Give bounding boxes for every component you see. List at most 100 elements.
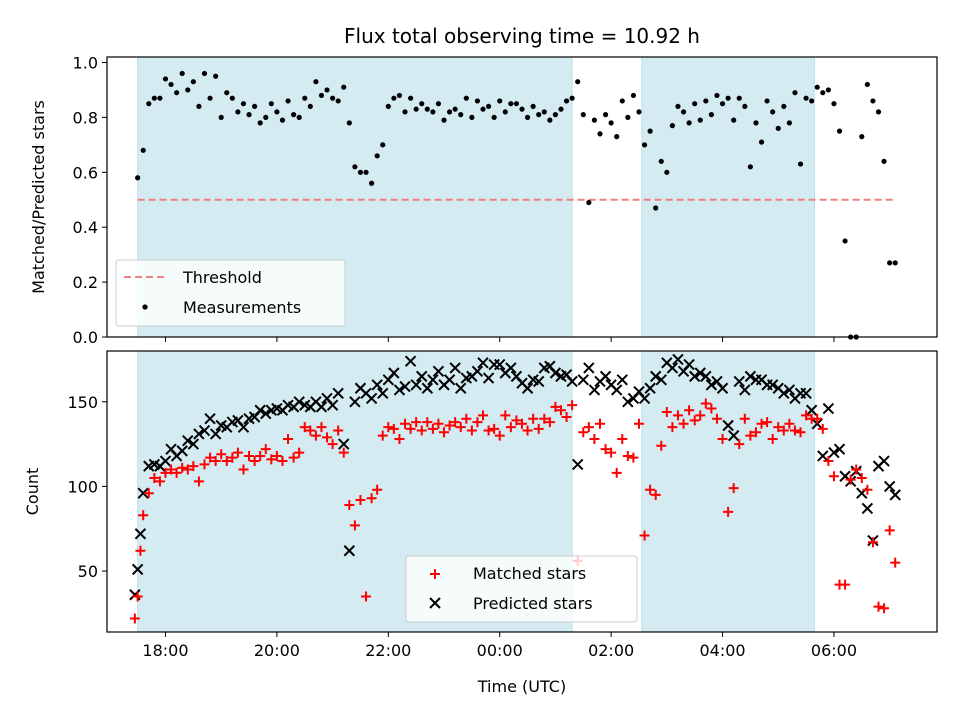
predicted-star-point-98 xyxy=(666,362,679,374)
measurement-point-25 xyxy=(274,109,280,115)
predicted-star-point-94 xyxy=(644,382,656,394)
measurement-point-117 xyxy=(786,120,792,126)
measurement-point-60 xyxy=(469,114,475,120)
measurement-point-29 xyxy=(296,114,302,120)
predicted-star-point-118 xyxy=(778,387,790,400)
predicted-star-point-96 xyxy=(655,374,667,386)
predicted-star-point-60 xyxy=(455,382,467,394)
measurement-point-10 xyxy=(190,79,196,85)
x-tick-label-3: 00:00 xyxy=(477,641,523,660)
matched-star-point-120 xyxy=(789,425,800,436)
matched-star-point-108 xyxy=(723,506,734,517)
x-axis-label: Time (UTC) xyxy=(477,677,566,696)
predicted-star-point-95 xyxy=(649,370,662,383)
matched-star-point-135 xyxy=(873,601,884,612)
measurement-point-35 xyxy=(330,95,336,101)
matched-star-point-93 xyxy=(639,530,650,541)
predicted-star-point-90 xyxy=(622,396,634,408)
measurement-point-20 xyxy=(246,112,252,118)
measurement-point-50 xyxy=(413,106,419,112)
measurement-point-58 xyxy=(458,112,464,118)
predicted-star-point-136 xyxy=(878,455,890,467)
matched-star-point-70 xyxy=(511,415,522,426)
matched-star-point-125 xyxy=(817,423,828,434)
measurement-point-92 xyxy=(647,128,653,134)
measurement-point-22 xyxy=(257,120,263,126)
legend-predicted-stars-label: Predicted stars xyxy=(473,594,593,613)
matched-star-point-4 xyxy=(143,488,154,499)
count-panel: 50 100 150 18:00 20:00 22:00 00:00 02:00 04:00 0… xyxy=(23,350,938,696)
matched-star-point-25 xyxy=(260,444,271,455)
measurement-point-16 xyxy=(224,90,230,96)
legend-matched-stars-label: Matched stars xyxy=(473,564,586,583)
predicted-star-point-24 xyxy=(254,404,266,416)
measurement-point-94 xyxy=(658,158,664,164)
matched-star-point-137 xyxy=(884,525,895,536)
measurement-point-5 xyxy=(162,76,169,82)
count-panel-x-ticks: 18:00 20:00 22:00 00:00 02:00 04:00 06:00 xyxy=(142,632,857,660)
measurement-point-76 xyxy=(558,106,564,112)
predicted-star-point-93 xyxy=(638,392,651,405)
matched-star-point-122 xyxy=(801,410,812,421)
predicted-star-point-127 xyxy=(828,446,840,459)
measurement-point-51 xyxy=(419,101,425,107)
matched-star-point-21 xyxy=(238,464,249,475)
measurement-point-123 xyxy=(820,90,826,96)
matched-star-point-109 xyxy=(728,483,739,494)
matched-star-point-61 xyxy=(461,413,472,424)
matched-star-point-42 xyxy=(355,494,366,505)
measurement-point-90 xyxy=(636,109,642,115)
measurement-point-14 xyxy=(213,73,219,79)
matched-star-point-39 xyxy=(338,447,349,458)
measurement-point-68 xyxy=(513,101,520,107)
legend-threshold-label: Threshold xyxy=(182,268,262,287)
ratio-panel-y-ticks: 0.0 0.2 0.4 0.6 0.8 1.0 xyxy=(73,53,107,347)
predicted-star-point-123 xyxy=(805,404,818,416)
ratio-panel-y-label: Matched/Predicted stars xyxy=(29,100,48,294)
matched-star-point-3 xyxy=(138,510,149,521)
predicted-star-point-99 xyxy=(672,353,684,366)
matched-star-point-73 xyxy=(528,413,539,424)
measurement-point-134 xyxy=(881,158,887,164)
matched-star-point-26 xyxy=(266,454,277,465)
matched-star-point-107 xyxy=(717,434,728,445)
measurement-point-72 xyxy=(536,112,542,118)
measurement-point-9 xyxy=(185,87,191,93)
measurement-point-12 xyxy=(201,70,208,77)
measurement-point-32 xyxy=(313,79,319,85)
matched-star-point-9 xyxy=(171,467,182,478)
measurement-point-41 xyxy=(363,169,369,175)
matched-star-point-49 xyxy=(394,434,405,445)
predicted-star-point-46 xyxy=(377,387,389,400)
y-tick-label-5: 1.0 xyxy=(73,53,98,72)
measurement-point-38 xyxy=(346,120,352,126)
measurement-point-82 xyxy=(591,117,598,123)
ratio-panel-legend: Threshold Measurements xyxy=(115,259,346,327)
measurement-point-86 xyxy=(614,134,620,140)
measurement-point-88 xyxy=(625,114,631,120)
predicted-star-point-25 xyxy=(260,407,272,420)
measurement-point-118 xyxy=(792,90,798,96)
measurement-point-93 xyxy=(653,205,659,211)
legend-predicted-stars-swatch xyxy=(429,597,441,609)
measurement-point-104 xyxy=(714,92,720,99)
matched-star-point-24 xyxy=(255,450,266,461)
predicted-star-point-1 xyxy=(131,563,144,576)
measurement-point-89 xyxy=(630,92,637,99)
matched-star-point-92 xyxy=(633,418,644,429)
measurement-point-71 xyxy=(530,103,536,110)
predicted-star-point-89 xyxy=(616,374,628,386)
matched-star-point-53 xyxy=(416,425,427,436)
matched-star-point-106 xyxy=(711,413,722,424)
predicted-star-point-64 xyxy=(477,357,489,369)
matched-star-point-41 xyxy=(349,520,360,531)
measurement-point-59 xyxy=(463,95,469,101)
measurement-point-19 xyxy=(240,101,247,107)
matched-star-point-99 xyxy=(672,410,683,421)
measurement-point-62 xyxy=(480,106,486,112)
measurement-point-55 xyxy=(441,117,447,123)
predicted-star-point-88 xyxy=(610,384,623,396)
predicted-star-point-105 xyxy=(705,379,718,391)
measurement-point-96 xyxy=(669,123,676,129)
matched-star-point-1 xyxy=(132,591,143,602)
